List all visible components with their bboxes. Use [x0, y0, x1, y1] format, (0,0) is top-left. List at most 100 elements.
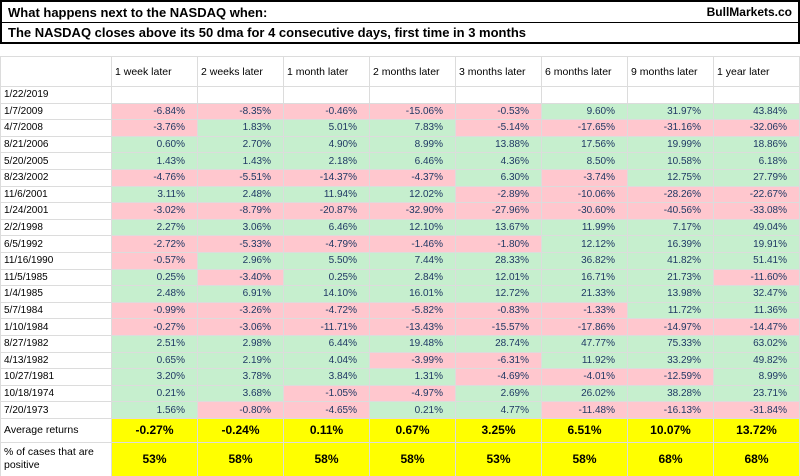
positive-return-cell: 6.46% — [369, 152, 456, 170]
negative-return-cell: -31.16% — [627, 119, 714, 137]
empty-cell — [541, 86, 628, 104]
negative-return-cell: -0.46% — [283, 102, 370, 121]
positive-return-cell: 16.71% — [541, 268, 628, 287]
negative-return-cell: -4.69% — [455, 368, 542, 386]
date-cell: 8/27/1982 — [0, 334, 112, 353]
negative-return-cell: -2.89% — [455, 185, 542, 204]
positive-return-cell: 16.01% — [369, 285, 456, 303]
positive-return-cell: 17.56% — [541, 135, 628, 154]
positive-return-cell: 12.75% — [627, 168, 714, 187]
table-row: 5/7/1984 -0.99% -3.26% -4.72% -5.82% -0.83% -1… — [0, 301, 800, 320]
negative-return-cell: -28.26% — [627, 185, 714, 204]
subtitle-row: The NASDAQ closes above its 50 dma for 4… — [2, 23, 798, 42]
summary-value-cell: 53% — [111, 441, 198, 476]
negative-return-cell: -12.59% — [627, 368, 714, 386]
negative-return-cell: -4.76% — [111, 168, 198, 187]
positive-return-cell: 0.21% — [369, 401, 456, 419]
summary-value-cell: 0.67% — [369, 417, 456, 443]
negative-return-cell: -16.13% — [627, 401, 714, 419]
positive-return-cell: 14.10% — [283, 285, 370, 303]
positive-return-cell: 13.88% — [455, 135, 542, 154]
positive-return-cell: 2.69% — [455, 384, 542, 403]
positive-return-cell: 49.82% — [713, 351, 800, 370]
corner-cell — [0, 56, 112, 87]
positive-return-cell: 3.11% — [111, 185, 198, 204]
negative-return-cell: -4.37% — [369, 168, 456, 187]
negative-return-cell: -8.35% — [197, 102, 284, 121]
date-cell: 6/5/1992 — [0, 235, 112, 253]
negative-return-cell: -5.14% — [455, 119, 542, 137]
positive-return-cell: 18.86% — [713, 135, 800, 154]
positive-return-cell: 11.72% — [627, 301, 714, 320]
positive-return-cell: 43.84% — [713, 102, 800, 121]
positive-return-cell: 2.84% — [369, 268, 456, 287]
positive-return-cell: 27.79% — [713, 168, 800, 187]
positive-return-cell: 12.72% — [455, 285, 542, 303]
empty-cell — [111, 86, 198, 104]
negative-return-cell: -2.72% — [111, 235, 198, 253]
summary-label: Average returns — [0, 417, 112, 443]
table-row: 10/18/1974 0.21% 3.68% -1.05% -4.97% 2.69% 26.… — [0, 384, 800, 403]
negative-return-cell: -3.02% — [111, 202, 198, 220]
negative-return-cell: -5.82% — [369, 301, 456, 320]
summary-value-cell: 58% — [541, 441, 628, 476]
positive-return-cell: 7.17% — [627, 218, 714, 237]
table-row: 11/16/1990 -0.57% 2.96% 5.50% 7.44% 28.33% 36.… — [0, 251, 800, 270]
negative-return-cell: -0.53% — [455, 102, 542, 121]
date-cell: 1/4/1985 — [0, 285, 112, 303]
positive-return-cell: 3.06% — [197, 218, 284, 237]
positive-return-cell: 7.44% — [369, 251, 456, 270]
positive-return-cell: 21.33% — [541, 285, 628, 303]
positive-return-cell: 13.67% — [455, 218, 542, 237]
positive-return-cell: 2.48% — [111, 285, 198, 303]
summary-value-cell: 68% — [627, 441, 714, 476]
negative-return-cell: -8.79% — [197, 202, 284, 220]
negative-return-cell: -6.84% — [111, 102, 198, 121]
negative-return-cell: -3.99% — [369, 351, 456, 370]
table-row: 1/7/2009 -6.84% -8.35% -0.46% -15.06% -0.53% 9… — [0, 102, 800, 121]
table-header: 1 week later 2 weeks later 1 month later 2 … — [0, 56, 800, 87]
summary-value-cell: 6.51% — [541, 417, 628, 443]
negative-return-cell: -10.06% — [541, 185, 628, 204]
positive-return-cell: 0.25% — [111, 268, 198, 287]
summary-value-cell: 10.07% — [627, 417, 714, 443]
date-cell: 5/7/1984 — [0, 301, 112, 320]
table-row: 8/27/1982 2.51% 2.98% 6.44% 19.48% 28.74% 47.7… — [0, 334, 800, 353]
negative-return-cell: -15.57% — [455, 318, 542, 336]
positive-return-cell: 75.33% — [627, 334, 714, 353]
date-cell: 5/20/2005 — [0, 152, 112, 170]
negative-return-cell: -4.97% — [369, 384, 456, 403]
positive-return-cell: 0.21% — [111, 384, 198, 403]
negative-return-cell: -0.99% — [111, 301, 198, 320]
positive-return-cell: 8.99% — [713, 368, 800, 386]
positive-return-cell: 5.50% — [283, 251, 370, 270]
negative-return-cell: -27.96% — [455, 202, 542, 220]
summary-value-cell: 0.11% — [283, 417, 370, 443]
positive-return-cell: 0.65% — [111, 351, 198, 370]
positive-return-cell: 12.12% — [541, 235, 628, 253]
date-cell: 11/6/2001 — [0, 185, 112, 204]
positive-return-cell: 63.02% — [713, 334, 800, 353]
positive-return-cell: 28.74% — [455, 334, 542, 353]
positive-return-cell: 13.98% — [627, 285, 714, 303]
date-cell: 4/7/2008 — [0, 119, 112, 137]
negative-return-cell: -5.51% — [197, 168, 284, 187]
positive-return-cell: 2.27% — [111, 218, 198, 237]
positive-return-cell: 9.60% — [541, 102, 628, 121]
positive-return-cell: 2.48% — [197, 185, 284, 204]
title-row: What happens next to the NASDAQ when: Bu… — [2, 2, 798, 23]
negative-return-cell: -3.74% — [541, 168, 628, 187]
column-header: 2 months later — [369, 56, 456, 87]
positive-return-cell: 19.48% — [369, 334, 456, 353]
positive-return-cell: 5.01% — [283, 119, 370, 137]
negative-return-cell: -4.72% — [283, 301, 370, 320]
column-header-row: 1 week later 2 weeks later 1 month later 2 … — [0, 56, 800, 87]
positive-return-cell: 12.01% — [455, 268, 542, 287]
summary-value-cell: 68% — [713, 441, 800, 476]
table-row: 2/2/1998 2.27% 3.06% 6.46% 12.10% 13.67% 11.99… — [0, 218, 800, 237]
table-row: 4/13/1982 0.65% 2.19% 4.04% -3.99% -6.31% 11.9… — [0, 351, 800, 370]
negative-return-cell: -15.06% — [369, 102, 456, 121]
summary-value-cell: 53% — [455, 441, 542, 476]
positive-return-cell: 6.91% — [197, 285, 284, 303]
positive-return-cell: 0.60% — [111, 135, 198, 154]
